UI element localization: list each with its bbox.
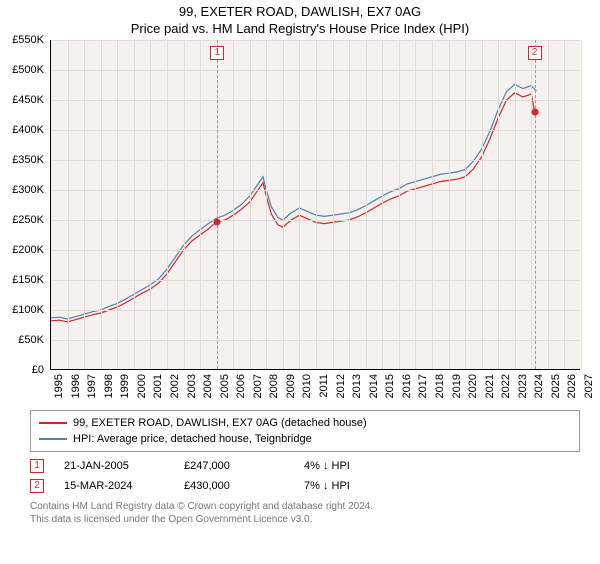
y-tick-label: £300K: [12, 184, 44, 196]
x-tick-label: 2018: [434, 374, 446, 398]
x-tick-label: 2005: [219, 374, 231, 398]
x-tick-label: 2027: [583, 374, 595, 398]
x-tick-label: 2023: [517, 374, 529, 398]
x-tick-label: 2020: [467, 374, 479, 398]
y-tick-label: £0: [32, 364, 44, 376]
legend: 99, EXETER ROAD, DAWLISH, EX7 0AG (detac…: [30, 410, 580, 452]
x-tick-label: 2003: [186, 374, 198, 398]
event-date: 21-JAN-2005: [64, 460, 164, 472]
x-tick-label: 2021: [484, 374, 496, 398]
series-blue: [51, 84, 536, 319]
footer-line-1: Contains HM Land Registry data © Crown c…: [30, 500, 580, 513]
x-tick-label: 1995: [53, 374, 65, 398]
legend-row: HPI: Average price, detached house, Teig…: [39, 431, 571, 447]
x-tick-label: 2016: [401, 374, 413, 398]
x-tick-label: 2019: [451, 374, 463, 398]
price-marker: [531, 109, 538, 116]
x-tick-label: 2006: [235, 374, 247, 398]
x-tick-label: 2014: [368, 374, 380, 398]
legend-swatch: [39, 438, 67, 440]
x-tick-label: 2015: [384, 374, 396, 398]
x-tick-label: 2012: [335, 374, 347, 398]
x-tick-label: 2010: [301, 374, 313, 398]
event-number: 1: [30, 459, 44, 473]
x-tick-label: 1998: [103, 374, 115, 398]
x-tick-label: 1999: [119, 374, 131, 398]
y-tick-label: £550K: [12, 34, 44, 46]
x-tick-label: 1996: [70, 374, 82, 398]
y-tick-label: £450K: [12, 94, 44, 106]
x-tick-label: 2025: [550, 374, 562, 398]
x-tick-label: 2000: [136, 374, 148, 398]
y-tick-label: £500K: [12, 64, 44, 76]
x-tick-label: 1997: [86, 374, 98, 398]
y-tick-label: £50K: [18, 334, 44, 346]
legend-row: 99, EXETER ROAD, DAWLISH, EX7 0AG (detac…: [39, 415, 571, 431]
event-date: 15-MAR-2024: [64, 480, 164, 492]
event-line: [535, 40, 536, 369]
legend-label: 99, EXETER ROAD, DAWLISH, EX7 0AG (detac…: [73, 417, 367, 429]
x-axis: 1995 1996 1997 1998 1999 2000 2001 2002 2003 2004…: [50, 370, 580, 406]
event-price: £247,000: [184, 460, 284, 472]
x-tick-label: 2017: [417, 374, 429, 398]
y-tick-label: £400K: [12, 124, 44, 136]
x-tick-label: 2008: [268, 374, 280, 398]
x-tick-label: 2009: [285, 374, 297, 398]
chart-area: £0 £50K £100K £150K £200K £250K £300K £350K £400…: [0, 40, 600, 410]
y-tick-label: £200K: [12, 244, 44, 256]
footer: Contains HM Land Registry data © Crown c…: [30, 500, 580, 526]
series-red: [51, 93, 535, 322]
x-tick-label: 2007: [252, 374, 264, 398]
x-tick-label: 2001: [152, 374, 164, 398]
x-tick-label: 2004: [202, 374, 214, 398]
x-tick-label: 2013: [351, 374, 363, 398]
event-delta: 4% ↓ HPI: [304, 460, 404, 472]
event-price: £430,000: [184, 480, 284, 492]
plot-area: 12: [50, 40, 580, 370]
legend-label: HPI: Average price, detached house, Teig…: [73, 433, 312, 445]
x-tick-label: 2011: [318, 374, 330, 398]
event-badge: 1: [210, 46, 224, 60]
y-axis: £0£50K£100K£150K£200K£250K£300K£350K£400…: [0, 40, 48, 370]
events-table: 1 21-JAN-2005 £247,000 4% ↓ HPI 2 15-MAR-2024…: [30, 456, 580, 496]
y-tick-label: £150K: [12, 274, 44, 286]
y-tick-label: £100K: [12, 304, 44, 316]
page-subtitle: Price paid vs. HM Land Registry's House …: [0, 21, 600, 36]
page-title: 99, EXETER ROAD, DAWLISH, EX7 0AG: [0, 4, 600, 19]
legend-swatch: [39, 422, 67, 424]
y-tick-label: £250K: [12, 214, 44, 226]
event-badge: 2: [528, 46, 542, 60]
event-delta: 7% ↓ HPI: [304, 480, 404, 492]
x-tick-label: 2024: [533, 374, 545, 398]
x-tick-label: 2022: [500, 374, 512, 398]
event-row: 2 15-MAR-2024 £430,000 7% ↓ HPI: [30, 476, 580, 496]
footer-line-2: This data is licensed under the Open Gov…: [30, 513, 580, 526]
y-tick-label: £350K: [12, 154, 44, 166]
x-tick-label: 2026: [566, 374, 578, 398]
event-row: 1 21-JAN-2005 £247,000 4% ↓ HPI: [30, 456, 580, 476]
event-number: 2: [30, 479, 44, 493]
event-line: [217, 40, 218, 369]
x-tick-label: 2002: [169, 374, 181, 398]
price-marker: [214, 218, 221, 225]
